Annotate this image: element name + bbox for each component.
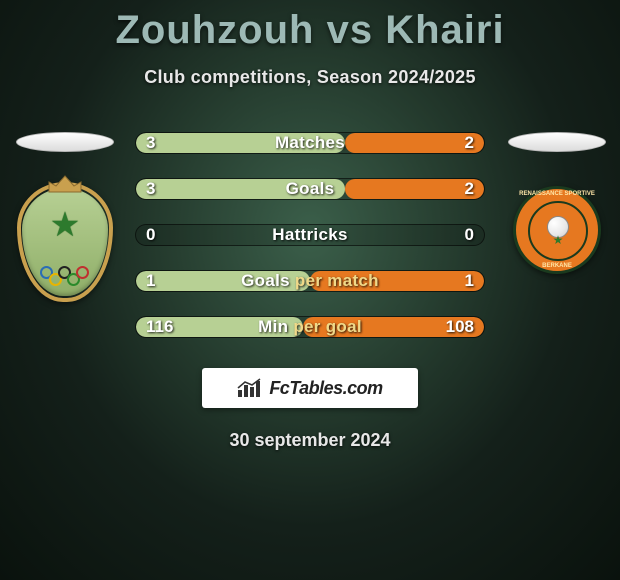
footer-date: 30 september 2024: [0, 430, 620, 451]
stat-value-left: 116: [146, 317, 173, 337]
stat-row: 3 2 Matches: [135, 132, 485, 154]
stat-label: Matches: [275, 133, 345, 153]
subtitle: Club competitions, Season 2024/2025: [0, 67, 620, 88]
star-icon: ★: [50, 205, 80, 245]
stat-row: 3 2 Goals: [135, 178, 485, 200]
left-pedestal: [16, 132, 114, 152]
stat-value-right: 2: [465, 133, 474, 153]
left-player-column: ★: [10, 132, 120, 302]
stat-value-left: 3: [146, 179, 155, 199]
stat-value-right: 108: [446, 317, 474, 337]
stat-fill-right: [345, 133, 484, 153]
crown-icon: [47, 174, 83, 194]
stat-value-right: 2: [465, 179, 474, 199]
star-icon: ★: [553, 233, 564, 247]
stat-value-right: 0: [465, 225, 474, 245]
stat-row: 0 0 Hattricks: [135, 224, 485, 246]
stats-rows: 3 2 Matches 3 2 Goals 0 0 Hattricks 1 1 Goals per m…: [135, 132, 485, 338]
stat-value-left: 0: [146, 225, 155, 245]
stat-label: Goals: [286, 179, 335, 199]
bar-chart-icon: [237, 377, 263, 399]
olympic-rings-icon: [40, 266, 90, 288]
brand-box[interactable]: FcTables.com: [202, 368, 418, 408]
stat-label: Min per goal: [258, 317, 362, 337]
stat-label: Hattricks: [272, 225, 347, 245]
stat-row: 1 1 Goals per match: [135, 270, 485, 292]
stat-fill-right: [345, 179, 484, 199]
stat-value-left: 3: [146, 133, 155, 153]
brand-text: FcTables.com: [269, 378, 382, 399]
stat-label: Goals per match: [241, 271, 379, 291]
crest-text-bottom: BERKANE: [516, 263, 598, 269]
stat-value-left: 1: [146, 271, 155, 291]
right-club-crest: RENAISSANCE SPORTIVE ★ BERKANE: [513, 186, 601, 274]
right-player-column: RENAISSANCE SPORTIVE ★ BERKANE: [502, 132, 612, 274]
right-pedestal: [508, 132, 606, 152]
crest-text-top: RENAISSANCE SPORTIVE: [516, 191, 598, 197]
left-club-crest: ★: [17, 182, 113, 302]
page-title: Zouhzouh vs Khairi: [0, 8, 620, 53]
stat-row: 116 108 Min per goal: [135, 316, 485, 338]
stat-value-right: 1: [465, 271, 474, 291]
